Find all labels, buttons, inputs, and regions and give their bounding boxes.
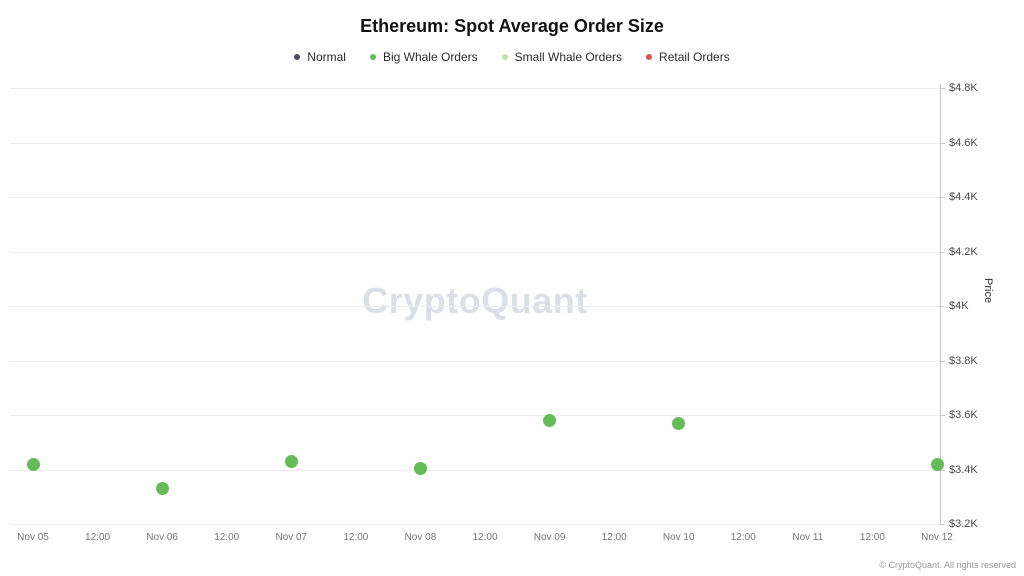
y-axis-tick-label: $4.8K: [949, 82, 978, 94]
x-axis-tick-label: 12:00: [859, 532, 885, 543]
x-axis-tick-label: 12:00: [601, 532, 627, 543]
y-axis-tick-mark: [940, 197, 945, 198]
y-axis-tick-mark: [940, 306, 945, 307]
y-axis-tick-label: $4.4K: [949, 191, 978, 203]
data-point-big-whale-orders: [413, 461, 427, 475]
data-point-big-whale-orders: [930, 457, 944, 471]
x-axis-tick-label: Nov 05: [17, 532, 49, 543]
data-point-big-whale-orders: [543, 413, 557, 427]
legend-item-small-whale-orders[interactable]: Small Whale Orders: [501, 50, 623, 64]
y-axis-title: Price: [982, 278, 994, 304]
y-axis-tick-label: $3.4K: [949, 463, 978, 476]
x-axis-tick-label: 12:00: [472, 532, 498, 543]
y-axis-tick-mark: [940, 524, 945, 525]
x-axis-tick-label: Nov 12: [921, 532, 953, 543]
copyright-notice: © CryptoQuant. All rights reserved: [879, 560, 1016, 570]
legend-item-retail-orders[interactable]: Retail Orders: [646, 50, 730, 64]
y-axis-tick-label: $3.6K: [949, 409, 978, 421]
y-axis-line: [940, 84, 941, 524]
legend-dot-icon: [501, 54, 508, 60]
x-axis-tick-label: Nov 09: [533, 532, 566, 543]
data-point-big-whale-orders: [672, 416, 686, 430]
x-axis-tick-label: Nov 08: [404, 532, 437, 543]
y-axis-tick-label: $4.6K: [949, 136, 978, 149]
y-axis-tick-label: $3.2K: [949, 518, 978, 530]
x-axis-tick-label: Nov 11: [792, 532, 824, 543]
gridline: [10, 197, 940, 198]
x-axis-tick-label: Nov 10: [662, 532, 695, 543]
gridline: [10, 360, 940, 362]
y-axis-tick-mark: [940, 88, 945, 89]
gridline: [10, 306, 940, 307]
legend-item-big-whale-orders[interactable]: Big Whale Orders: [369, 50, 478, 64]
legend-dot-icon: [294, 54, 301, 60]
chart-title: Ethereum: Spot Average Order Size: [360, 16, 664, 36]
legend-item-label: Retail Orders: [659, 50, 730, 64]
legend-item-label: Big Whale Orders: [382, 50, 478, 64]
y-axis-tick-mark: [940, 142, 945, 144]
gridline: [10, 251, 940, 253]
legend-item-label: Normal: [307, 50, 346, 64]
gridline: [10, 524, 940, 525]
y-axis-tick-label: $3.8K: [949, 354, 978, 367]
x-axis-tick-label: 12:00: [343, 532, 369, 543]
gridline: [10, 469, 940, 471]
data-point-big-whale-orders: [155, 482, 169, 496]
data-point-big-whale-orders: [284, 454, 298, 468]
y-axis-tick-mark: [940, 469, 945, 471]
gridline: [10, 142, 940, 144]
x-axis-tick-label: Nov 07: [275, 532, 308, 543]
x-axis-tick-label: 12:00: [214, 532, 240, 543]
y-axis-tick-mark: [940, 251, 945, 253]
legend-item-normal[interactable]: Normal: [294, 50, 346, 64]
x-axis-tick-label: 12:00: [85, 532, 111, 543]
cryptoquant-watermark: CryptoQuant: [362, 280, 588, 321]
x-axis-tick-label: 12:00: [730, 532, 756, 543]
y-axis-tick-label: $4K: [949, 300, 969, 312]
legend-dot-icon: [646, 54, 653, 60]
legend-dot-icon: [369, 54, 376, 60]
y-axis-tick-mark: [940, 360, 945, 362]
gridline: [10, 88, 940, 89]
y-axis-tick-label: $4.2K: [949, 245, 978, 258]
y-axis-tick-mark: [940, 415, 945, 416]
legend-item-label: Small Whale Orders: [514, 50, 623, 64]
chart-legend: Normal Big Whale Orders Small Whale Orders…: [0, 50, 1024, 64]
data-point-big-whale-orders: [26, 457, 40, 471]
gridline: [10, 415, 940, 416]
x-axis-tick-label: Nov 06: [146, 532, 178, 543]
